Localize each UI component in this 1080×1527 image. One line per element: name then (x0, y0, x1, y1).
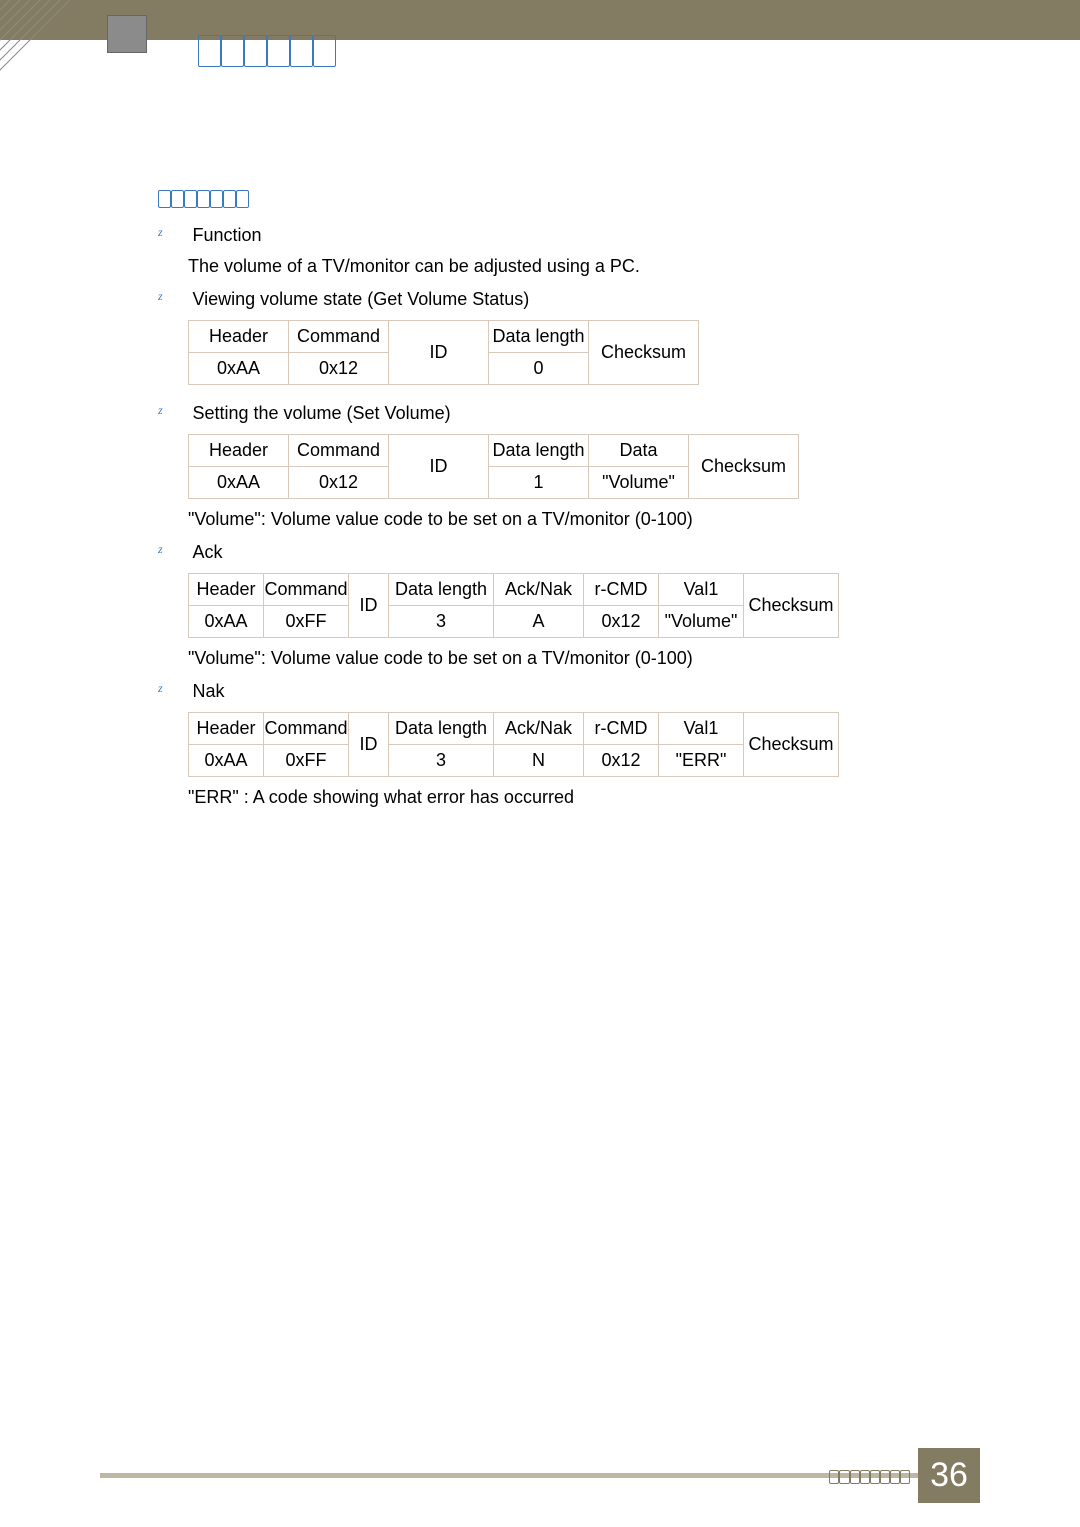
cell-data-length: 1 (489, 467, 589, 499)
cell-data: "Volume" (589, 467, 689, 499)
table-row: Header Command ID Data length Checksum (189, 321, 699, 353)
col-id: ID (349, 713, 389, 777)
col-id: ID (389, 321, 489, 385)
cell-r-cmd: 0x12 (584, 606, 659, 638)
bullet-marker: z (158, 289, 188, 304)
nak-note: "ERR" : A code showing what error has oc… (188, 787, 898, 808)
col-ack-nak: Ack/Nak (494, 713, 584, 745)
col-val1: Val1 (659, 713, 744, 745)
cell-header: 0xAA (189, 606, 264, 638)
set-volume-note: "Volume": Volume value code to be set on… (188, 509, 898, 530)
table-set-volume: Header Command ID Data length Data Check… (188, 434, 799, 499)
bullet-ack-label: Ack (192, 542, 222, 563)
table-row: 0xAA 0xFF 3 N 0x12 "ERR" (189, 745, 839, 777)
bullet-set-volume: z Setting the volume (Set Volume) (158, 403, 898, 424)
cell-ack-nak: A (494, 606, 584, 638)
col-ack-nak: Ack/Nak (494, 574, 584, 606)
chapter-title (198, 35, 336, 73)
col-r-cmd: r-CMD (584, 713, 659, 745)
col-data-length: Data length (489, 435, 589, 467)
col-checksum: Checksum (689, 435, 799, 499)
bullet-get-volume: z Viewing volume state (Get Volume Statu… (158, 289, 898, 310)
col-header: Header (189, 321, 289, 353)
cell-command: 0xFF (264, 606, 349, 638)
col-r-cmd: r-CMD (584, 574, 659, 606)
top-bar (0, 0, 1080, 40)
bullet-set-volume-label: Setting the volume (Set Volume) (192, 403, 450, 424)
cell-r-cmd: 0x12 (584, 745, 659, 777)
col-command: Command (264, 574, 349, 606)
col-id: ID (349, 574, 389, 638)
cell-header: 0xAA (189, 467, 289, 499)
col-command: Command (289, 321, 389, 353)
col-id: ID (389, 435, 489, 499)
table-get-volume: Header Command ID Data length Checksum 0… (188, 320, 699, 385)
cell-data-length: 0 (489, 353, 589, 385)
cell-data-length: 3 (389, 745, 494, 777)
col-header: Header (189, 574, 264, 606)
bullet-get-volume-label: Viewing volume state (Get Volume Status) (192, 289, 529, 310)
col-checksum: Checksum (744, 574, 839, 638)
col-data-length: Data length (489, 321, 589, 353)
cell-header: 0xAA (189, 745, 264, 777)
col-command: Command (289, 435, 389, 467)
bullet-function-label: Function (192, 225, 261, 246)
table-row: Header Command ID Data length Ack/Nak r-… (189, 574, 839, 606)
footer-glyphs (829, 1470, 910, 1486)
table-nak: Header Command ID Data length Ack/Nak r-… (188, 712, 839, 777)
bullet-nak: z Nak (158, 681, 898, 702)
corner-hatch (0, 0, 72, 72)
cell-command: 0xFF (264, 745, 349, 777)
table-ack: Header Command ID Data length Ack/Nak r-… (188, 573, 839, 638)
col-val1: Val1 (659, 574, 744, 606)
col-header: Header (189, 435, 289, 467)
gray-block-icon (107, 15, 147, 53)
table-row: Header Command ID Data length Ack/Nak r-… (189, 713, 839, 745)
section-title (158, 190, 249, 212)
bullet-ack: z Ack (158, 542, 898, 563)
col-checksum: Checksum (744, 713, 839, 777)
cell-ack-nak: N (494, 745, 584, 777)
page-number: 36 (918, 1448, 980, 1503)
cell-header: 0xAA (189, 353, 289, 385)
function-description: The volume of a TV/monitor can be adjust… (188, 256, 898, 277)
bullet-marker: z (158, 403, 188, 418)
cell-val1: "Volume" (659, 606, 744, 638)
col-data-length: Data length (389, 574, 494, 606)
col-data: Data (589, 435, 689, 467)
bullet-marker: z (158, 225, 188, 240)
bullet-function: z Function (158, 225, 898, 246)
col-checksum: Checksum (589, 321, 699, 385)
ack-note: "Volume": Volume value code to be set on… (188, 648, 898, 669)
cell-command: 0x12 (289, 353, 389, 385)
col-header: Header (189, 713, 264, 745)
table-row: Header Command ID Data length Data Check… (189, 435, 799, 467)
col-data-length: Data length (389, 713, 494, 745)
col-command: Command (264, 713, 349, 745)
content-area: z Function The volume of a TV/monitor ca… (158, 225, 898, 808)
page: z Function The volume of a TV/monitor ca… (0, 0, 1080, 1527)
cell-data-length: 3 (389, 606, 494, 638)
bullet-marker: z (158, 542, 188, 557)
bullet-marker: z (158, 681, 188, 696)
table-row: 0xAA 0xFF 3 A 0x12 "Volume" (189, 606, 839, 638)
cell-command: 0x12 (289, 467, 389, 499)
bullet-nak-label: Nak (192, 681, 224, 702)
cell-val1: "ERR" (659, 745, 744, 777)
